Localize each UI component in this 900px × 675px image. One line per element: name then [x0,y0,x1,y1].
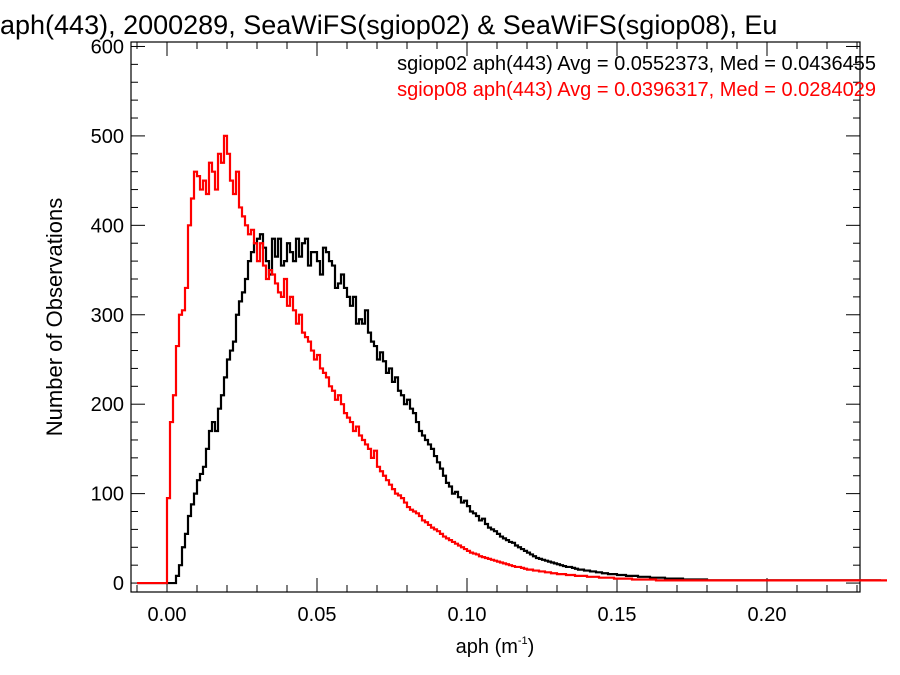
y-tick-label: 400 [91,215,124,237]
y-tick-label: 0 [113,573,124,595]
plot-frame [130,41,861,593]
x-tick-label: 0.20 [748,604,787,626]
series-sgiop08-histogram [137,134,887,585]
y-tick-label: 600 [91,36,124,58]
legend-entry-sgiop02: sgiop02 aph(443) Avg = 0.0552373, Med = … [397,53,876,75]
x-axis-label: aph (m-1) [456,635,535,658]
series-sgiop02-histogram [137,233,881,585]
x-tick-label: 0.05 [298,604,337,626]
y-tick-label: 200 [91,394,124,416]
x-tick-label: 0.10 [448,604,487,626]
y-tick-label: 300 [91,305,124,327]
x-tick-label: 0.00 [148,604,187,626]
x-tick-label: 0.15 [598,604,637,626]
y-axis-ticks: 0 100 200 300 400 500 600 [91,36,860,595]
y-axis-label: Number of Observations [42,198,67,436]
y-tick-label: 100 [91,484,124,506]
x-axis-ticks: 0.00 0.05 0.10 0.15 0.20 [136,42,858,626]
legend-entry-sgiop08: sgiop08 aph(443) Avg = 0.0396317, Med = … [397,79,876,101]
chart-title: aph(443), 2000289, SeaWiFS(sgiop02) & Se… [0,10,777,40]
y-tick-label: 500 [91,126,124,148]
